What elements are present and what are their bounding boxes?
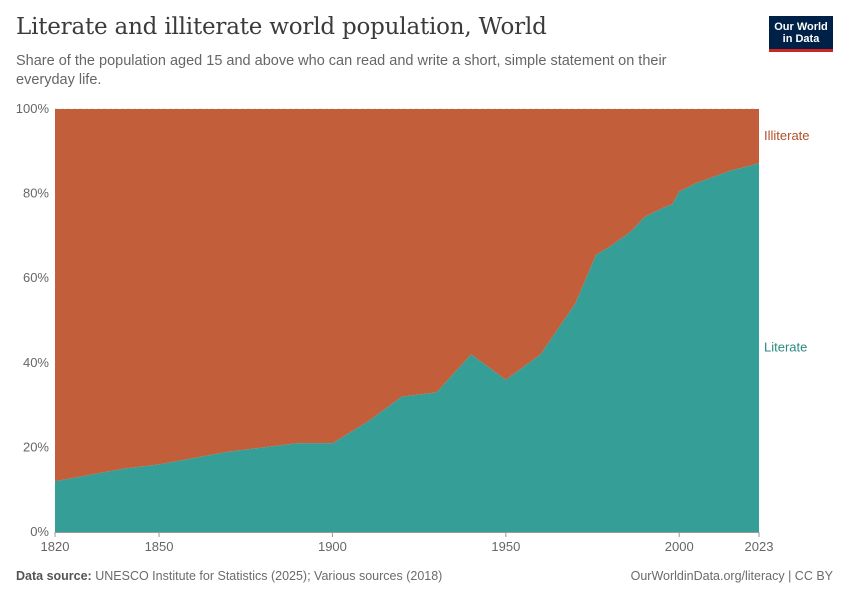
area-illiterate[interactable]	[55, 109, 759, 482]
y-tick-label: 60%	[23, 270, 49, 285]
chart-subtitle: Share of the population aged 15 and abov…	[16, 53, 667, 88]
owid-logo[interactable]: Our World in Data	[769, 16, 833, 52]
x-tick-label: 1900	[318, 539, 347, 554]
y-tick-label: 20%	[23, 439, 49, 454]
area-literate[interactable]	[55, 163, 759, 533]
logo-line-1: Our World	[774, 21, 828, 33]
footer-source: Data source: UNESCO Institute for Statis…	[16, 569, 442, 583]
y-tick-label: 100%	[16, 101, 50, 116]
series-label-literate: Literate	[764, 340, 807, 355]
x-tick-label: 1820	[41, 539, 70, 554]
series-label-illiterate: Illiterate	[764, 128, 810, 143]
series-labels: Literate Illiterate	[764, 128, 810, 354]
chart-areas	[55, 109, 759, 533]
chart-axes: 0% 20% 40% 60% 80% 100% 1820 1850 1900 1950 2000 20…	[16, 101, 774, 554]
source-text: UNESCO Institute for Statistics (2025); …	[95, 569, 443, 583]
y-tick-label: 0%	[30, 524, 49, 539]
source-label: Data source:	[16, 569, 92, 583]
y-tick-label: 40%	[23, 355, 49, 370]
logo-line-2: in Data	[782, 33, 820, 45]
x-tick-label: 2000	[665, 539, 694, 554]
chart-title: Literate and illiterate world population…	[16, 14, 547, 40]
y-tick-label: 80%	[23, 186, 49, 201]
x-tick-label: 1850	[145, 539, 174, 554]
footer-link[interactable]: OurWorldinData.org/literacy | CC BY	[630, 569, 833, 583]
x-tick-label: 2023	[745, 539, 774, 554]
stacked-area-chart: 0% 20% 40% 60% 80% 100% 1820 1850 1900 1950 2000 20…	[16, 101, 810, 554]
x-tick-label: 1950	[491, 539, 520, 554]
